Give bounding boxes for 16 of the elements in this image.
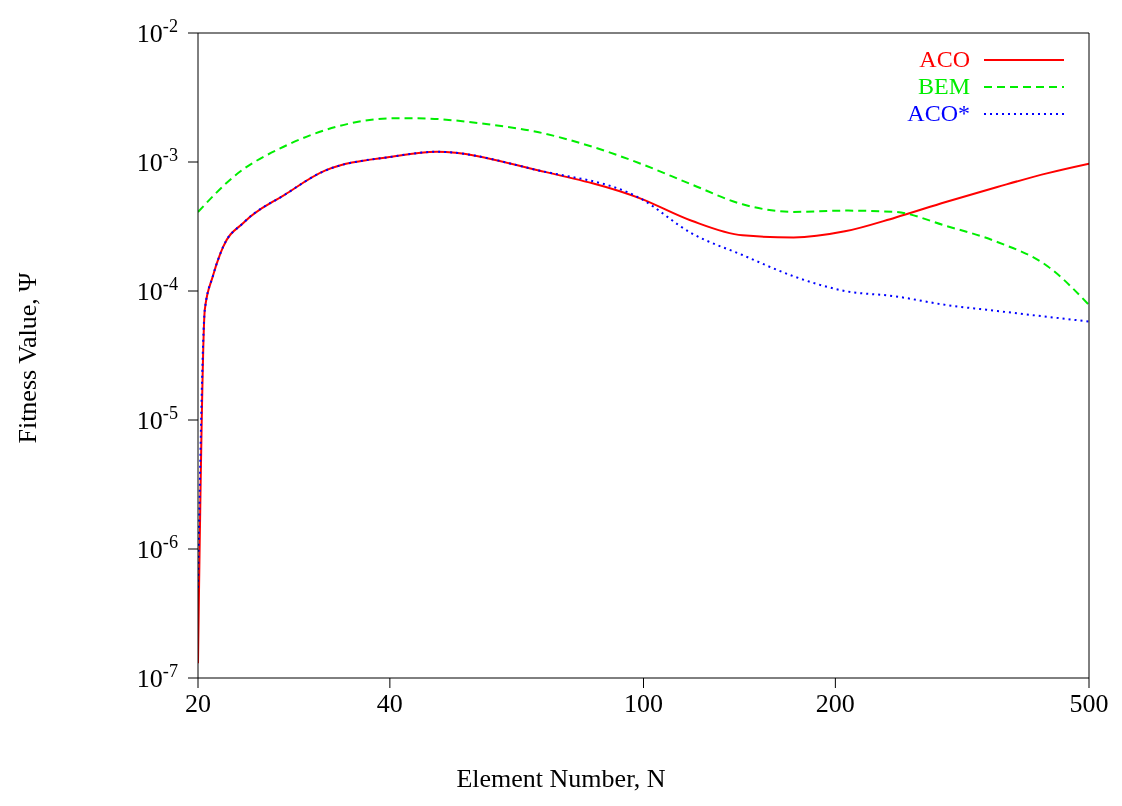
x-tick-label: 100	[624, 689, 663, 718]
x-axis-title: Element Number, N	[455, 764, 667, 794]
x-tick-label: 200	[815, 689, 855, 718]
legend-label: ACO	[919, 46, 970, 73]
x-tick-label: 40	[376, 689, 403, 718]
legend-label: ACO*	[907, 100, 970, 127]
legend-label: BEM	[917, 73, 970, 100]
y-tick-label: 10$^{-5}$	[136, 403, 178, 435]
y-tick-label: 10$^{-4}$	[136, 274, 178, 306]
y-axis-title: Fitness Value, Ψ	[13, 272, 43, 444]
y-tick-label: 10$^{-2}$	[136, 16, 178, 48]
x-tick-label: 20	[185, 689, 211, 718]
y-tick-label: 10$^{-7}$	[136, 661, 178, 693]
y-tick-label: 10$^{-3}$	[136, 145, 178, 177]
x-tick-label: 500	[1069, 689, 1109, 718]
y-tick-label: 10$^{-6}$	[136, 532, 178, 564]
